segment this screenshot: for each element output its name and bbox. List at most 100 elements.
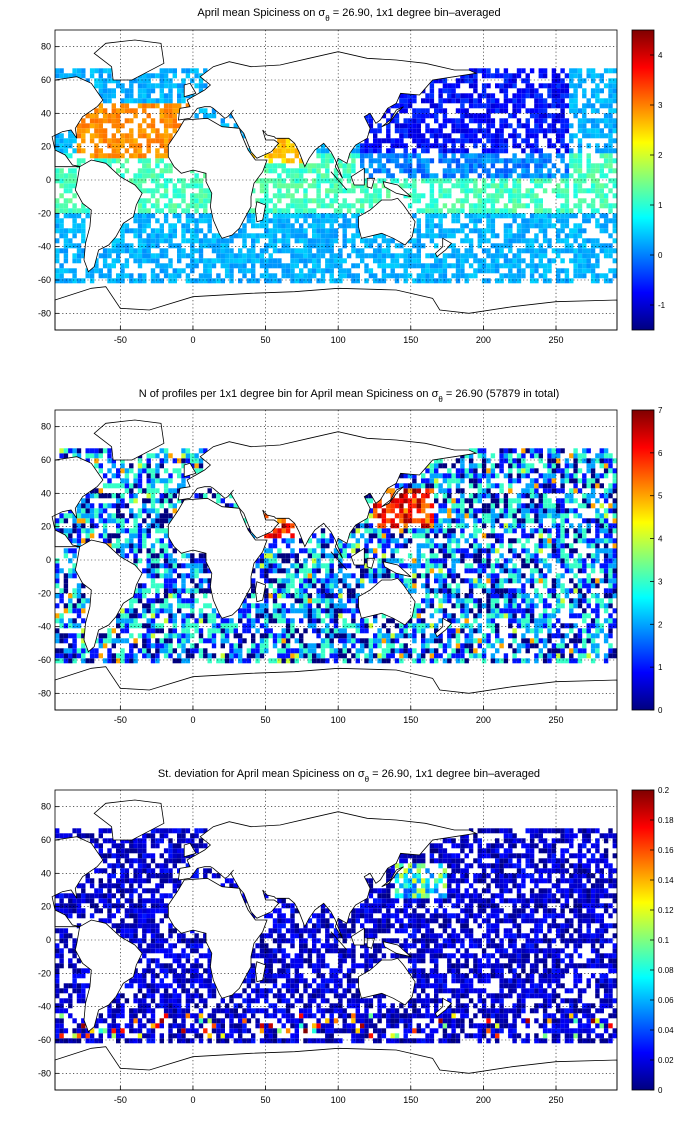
y-tick-label: -40 (38, 242, 51, 252)
data-cell (490, 583, 496, 589)
data-cell (394, 143, 400, 149)
data-cell (272, 203, 278, 209)
data-cell (94, 143, 99, 149)
data-cell (569, 248, 574, 254)
data-cell (586, 253, 591, 259)
data-cell (172, 68, 177, 74)
data-cell (468, 163, 474, 169)
data-cell (399, 633, 404, 639)
data-cell (338, 278, 343, 284)
data-cell (547, 103, 552, 109)
data-cell (560, 133, 565, 139)
data-cell (516, 98, 522, 104)
data-cell (181, 268, 186, 274)
data-cell (277, 248, 282, 254)
data-cell (129, 623, 134, 629)
data-cell (290, 228, 295, 234)
data-cell (490, 623, 496, 629)
data-cell (159, 78, 164, 84)
data-cell (381, 653, 387, 659)
data-cell (603, 253, 609, 259)
data-cell (307, 643, 313, 649)
data-cell (320, 273, 326, 279)
data-cell (68, 448, 73, 454)
data-cell (582, 263, 587, 269)
data-cell (85, 453, 90, 459)
data-cell (451, 478, 456, 484)
data-cell (68, 243, 73, 249)
data-cell (342, 658, 347, 664)
data-cell (146, 568, 151, 574)
data-cell (329, 603, 334, 609)
data-cell (303, 253, 308, 259)
data-cell (477, 98, 482, 104)
data-cell (159, 168, 164, 174)
data-cell (272, 228, 278, 234)
data-cell (242, 658, 247, 664)
data-cell (608, 128, 613, 134)
data-cell (216, 628, 221, 634)
data-cell (59, 203, 64, 209)
data-cell (163, 558, 169, 564)
data-cell (612, 138, 617, 144)
data-cell (416, 158, 421, 164)
data-cell (381, 558, 387, 564)
data-cell (116, 83, 121, 89)
data-cell (89, 508, 95, 514)
data-cell (368, 528, 374, 534)
data-cell (72, 608, 77, 614)
data-cell (473, 613, 478, 619)
data-cell (142, 648, 147, 654)
data-cell (299, 548, 304, 554)
data-cell (185, 263, 191, 269)
data-cell (55, 583, 60, 589)
data-cell (399, 138, 404, 144)
data-cell (438, 218, 443, 224)
data-cell (386, 128, 391, 134)
data-cell (290, 273, 295, 279)
data-cell (538, 223, 543, 229)
data-cell (516, 228, 522, 234)
data-cell (181, 228, 186, 234)
data-cell (72, 228, 77, 234)
data-cell (560, 218, 565, 224)
data-cell (416, 258, 421, 264)
data-cell (512, 233, 517, 239)
data-cell (416, 233, 421, 239)
data-cell (416, 208, 421, 214)
data-cell (155, 598, 160, 604)
data-cell (425, 563, 430, 569)
data-cell (185, 648, 191, 654)
data-cell (590, 268, 596, 274)
data-cell (512, 178, 517, 184)
data-cell (124, 243, 130, 249)
data-cell (129, 603, 134, 609)
data-cell (116, 243, 121, 249)
data-cell (407, 158, 413, 164)
data-cell (320, 213, 326, 219)
data-cell (425, 123, 430, 129)
data-cell (508, 98, 513, 104)
data-cell (251, 583, 256, 589)
data-cell (425, 228, 430, 234)
data-cell (68, 183, 73, 189)
data-cell (163, 178, 169, 184)
data-cell (277, 153, 282, 159)
data-cell (407, 623, 413, 629)
data-cell (264, 198, 269, 204)
data-cell (573, 83, 578, 89)
data-cell (512, 278, 517, 284)
data-cell (582, 218, 587, 224)
data-cell (277, 258, 282, 264)
data-cell (251, 568, 256, 574)
data-cell (538, 158, 543, 164)
data-cell (168, 88, 173, 94)
data-cell (499, 243, 504, 249)
data-cell (281, 638, 286, 644)
data-cell (172, 278, 177, 284)
data-cell (116, 503, 121, 509)
data-cell (346, 563, 352, 569)
data-cell (59, 528, 64, 534)
data-cell (194, 258, 199, 264)
data-cell (281, 208, 286, 214)
